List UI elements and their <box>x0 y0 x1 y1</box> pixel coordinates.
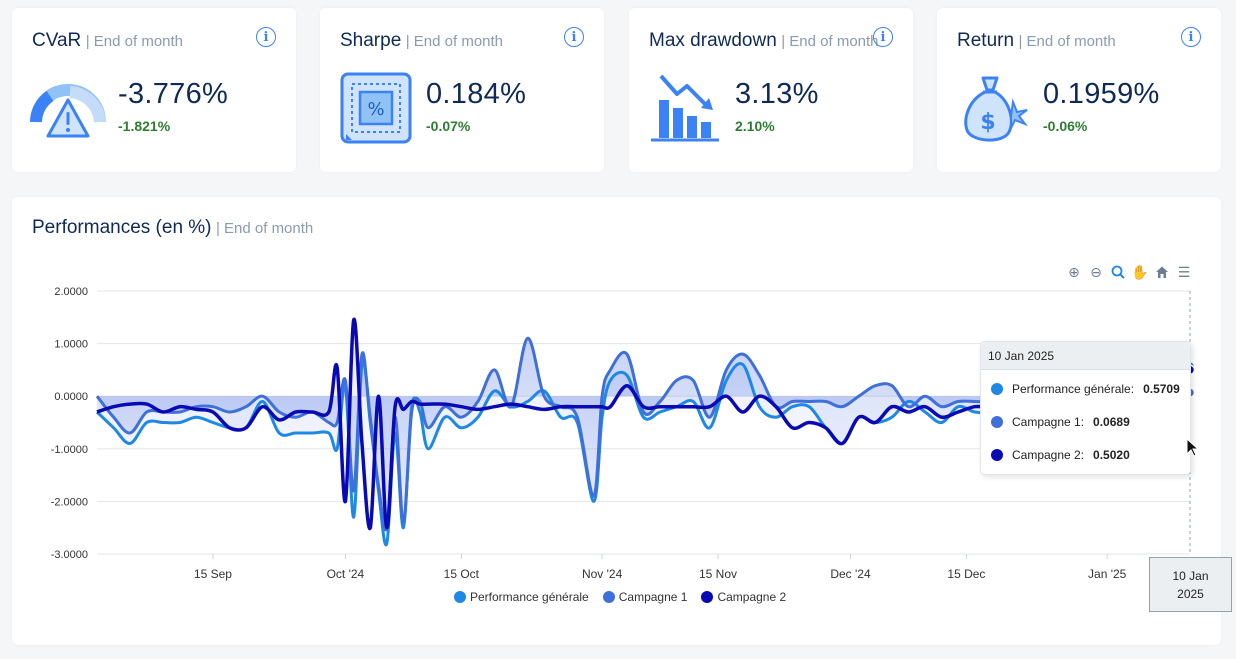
series-marker <box>991 416 1003 428</box>
tooltip-label: Performance générale: <box>1012 382 1135 396</box>
tooltip-row: Performance générale: 0.5709 <box>991 382 1180 396</box>
legend-item[interactable]: Performance générale <box>454 590 589 604</box>
kpi-card-cvar: CVaR | End of month i -3.776% -1.821% <box>12 8 296 172</box>
pan-hand-icon[interactable]: ✋ <box>1131 263 1149 280</box>
legend-marker <box>454 591 466 603</box>
x-tick-label: 15 Oct <box>444 567 480 581</box>
kpi-value: 0.184% <box>426 78 527 110</box>
chart-title: Performances (en %) <box>32 217 212 238</box>
info-icon[interactable]: i <box>256 27 276 47</box>
home-reset-icon[interactable] <box>1153 263 1171 281</box>
y-tick-label: -1.0000 <box>51 444 88 456</box>
chart-toolbar: ⊕ ⊖ ✋ ☰ <box>1065 263 1193 281</box>
series-line <box>95 336 1190 532</box>
x-tick-label: Jan '25 <box>1088 567 1127 581</box>
declining-bar-chart-icon <box>651 74 719 142</box>
kpi-subtitle: | End of month <box>405 33 504 50</box>
kpi-title: Sharpe <box>340 30 402 51</box>
series-marker <box>991 383 1003 395</box>
tooltip-label: Campagne 2: <box>1012 448 1085 462</box>
tooltip-label: Campagne 1: <box>1012 415 1085 429</box>
xaxis-tooltip-year: 2025 <box>1177 587 1204 601</box>
tooltip-value: 0.5709 <box>1143 382 1180 396</box>
performance-chart-card: Performances (en %) | End of month 2.000… <box>12 197 1232 645</box>
kpi-delta: 2.10% <box>735 118 775 134</box>
legend-item[interactable]: Campagne 1 <box>602 590 688 604</box>
series-line <box>96 317 1190 531</box>
mouse-cursor-icon <box>1186 438 1200 457</box>
y-tick-label: 0.0000 <box>54 391 88 403</box>
legend-label: Performance générale <box>470 590 589 604</box>
menu-icon[interactable]: ☰ <box>1177 263 1191 280</box>
x-tick-label: 15 Dec <box>947 567 985 581</box>
kpi-delta: -0.07% <box>426 118 471 134</box>
tooltip-date: 10 Jan 2025 <box>981 342 1190 370</box>
x-tick-label: Nov '24 <box>582 567 623 581</box>
legend-marker <box>602 591 615 603</box>
y-tick-label: -2.0000 <box>51 496 88 508</box>
chart-legend: Performance générale Campagne 1 Campagne… <box>454 590 786 604</box>
percent-chip-icon: % <box>340 72 412 144</box>
money-bag-icon: $ <box>964 76 1028 142</box>
x-tick-label: 15 Sep <box>194 567 232 581</box>
y-tick-label: 1.0000 <box>54 339 88 351</box>
kpi-title: CVaR <box>32 30 82 51</box>
tooltip-row: Campagne 2: 0.5020 <box>991 448 1130 462</box>
kpi-delta: -1.821% <box>118 118 171 134</box>
selection-zoom-icon[interactable] <box>1109 263 1127 281</box>
svg-text:%: % <box>367 99 384 120</box>
svg-text:$: $ <box>980 110 995 135</box>
y-tick-label: 2.0000 <box>54 286 88 298</box>
kpi-subtitle: | End of month <box>781 33 879 50</box>
kpi-title: Max drawdown <box>649 30 777 51</box>
y-tick-label: -3.0000 <box>51 549 88 561</box>
kpi-card-max-drawdown: Max drawdown | End of month i 3.13% 2.10… <box>629 8 913 172</box>
kpi-subtitle: | End of month <box>1018 33 1116 50</box>
legend-label: Campagne 2 <box>717 590 787 604</box>
info-icon[interactable]: i <box>564 27 584 47</box>
info-icon[interactable]: i <box>1181 27 1201 47</box>
x-tick-label: Oct '24 <box>327 567 365 581</box>
legend-marker <box>701 591 714 603</box>
kpi-value: -3.776% <box>118 78 229 110</box>
kpi-value: 0.1959% <box>1043 78 1160 110</box>
series-area <box>97 319 1190 529</box>
legend-label: Campagne 1 <box>618 590 688 604</box>
x-tick-label: Dec '24 <box>830 567 871 581</box>
chart-subtitle: | End of month <box>215 220 314 237</box>
kpi-delta: -0.06% <box>1043 118 1088 134</box>
kpi-subtitle: | End of month <box>85 33 184 50</box>
legend-item[interactable]: Campagne 2 <box>701 590 786 604</box>
tooltip-value: 0.0689 <box>1093 415 1130 429</box>
tooltip-value: 0.5020 <box>1093 448 1130 462</box>
kpi-card-return: Return | End of month i $ 0.1959% -0.06% <box>937 8 1221 172</box>
kpi-card-sharpe: Sharpe | End of month i % 0.184% -0.07% <box>320 8 604 172</box>
kpi-title: Return <box>957 30 1015 51</box>
zoom-in-icon[interactable]: ⊕ <box>1068 263 1080 280</box>
xaxis-tooltip: 10 Jan 2025 <box>1149 557 1232 612</box>
kpi-value: 3.13% <box>735 78 819 110</box>
warning-gauge-icon <box>30 84 106 138</box>
zoom-out-icon[interactable]: ⊖ <box>1090 263 1102 280</box>
tooltip-row: Campagne 1: 0.0689 <box>991 415 1130 429</box>
chart-tooltip: 10 Jan 2025 Performance générale: 0.5709… <box>980 341 1191 475</box>
xaxis-tooltip-day: 10 Jan <box>1172 569 1209 583</box>
x-tick-label: 15 Nov <box>699 567 737 581</box>
info-icon[interactable]: i <box>873 27 893 47</box>
series-marker <box>991 449 1003 461</box>
